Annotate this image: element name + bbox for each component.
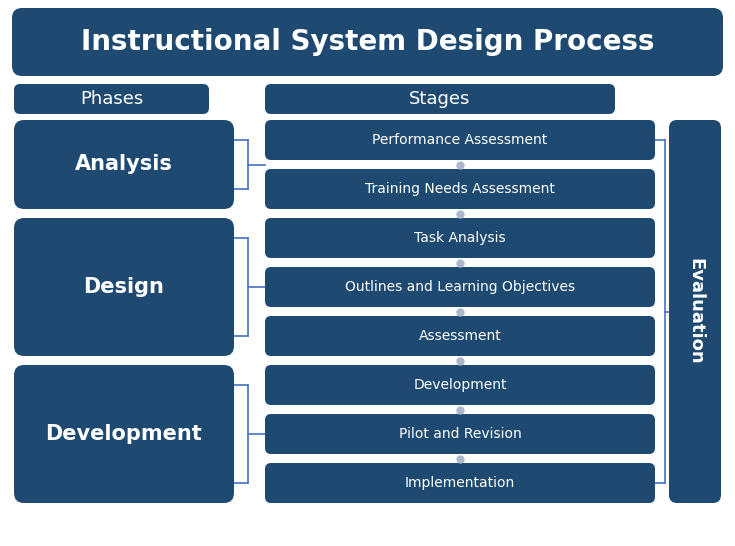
Text: Development: Development <box>413 378 506 392</box>
FancyBboxPatch shape <box>14 84 209 114</box>
Text: Outlines and Learning Objectives: Outlines and Learning Objectives <box>345 280 575 294</box>
FancyBboxPatch shape <box>14 120 234 209</box>
Text: Pilot and Revision: Pilot and Revision <box>398 427 521 441</box>
Text: Phases: Phases <box>80 90 143 108</box>
Text: Performance Assessment: Performance Assessment <box>373 133 548 147</box>
Text: Assessment: Assessment <box>419 329 501 343</box>
Text: Task Analysis: Task Analysis <box>415 231 506 245</box>
FancyBboxPatch shape <box>265 218 655 258</box>
Text: Implementation: Implementation <box>405 476 515 490</box>
Text: Analysis: Analysis <box>75 155 173 175</box>
FancyBboxPatch shape <box>14 365 234 503</box>
Text: Evaluation: Evaluation <box>686 258 704 365</box>
FancyBboxPatch shape <box>265 267 655 307</box>
Text: Stages: Stages <box>409 90 470 108</box>
FancyBboxPatch shape <box>265 84 615 114</box>
Text: Instructional System Design Process: Instructional System Design Process <box>81 28 654 56</box>
FancyBboxPatch shape <box>265 169 655 209</box>
FancyBboxPatch shape <box>265 120 655 160</box>
Text: Development: Development <box>46 424 202 444</box>
FancyBboxPatch shape <box>669 120 721 503</box>
FancyBboxPatch shape <box>265 414 655 454</box>
FancyBboxPatch shape <box>14 218 234 356</box>
Text: Training Needs Assessment: Training Needs Assessment <box>365 182 555 196</box>
FancyBboxPatch shape <box>265 365 655 405</box>
FancyBboxPatch shape <box>265 463 655 503</box>
FancyBboxPatch shape <box>265 316 655 356</box>
Text: Design: Design <box>84 277 165 297</box>
FancyBboxPatch shape <box>12 8 723 76</box>
